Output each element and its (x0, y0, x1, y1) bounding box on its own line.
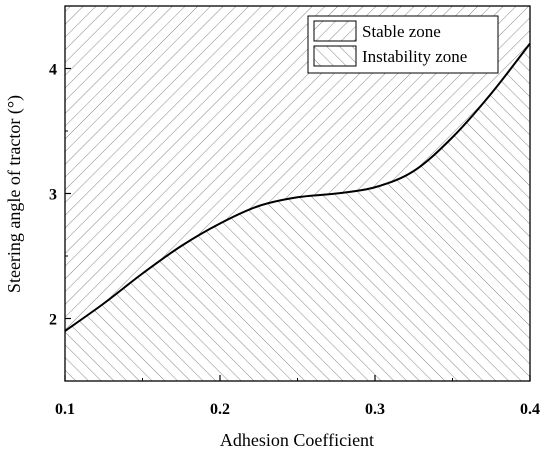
x-axis: 0.1 0.2 0.3 0.4 (55, 375, 540, 418)
stability-boundary-line (64, 42, 531, 332)
legend-label-instability-zone: Instability zone (362, 47, 467, 66)
legend: Stable zone Instability zone (307, 15, 499, 74)
stable-zone-region (65, 6, 530, 331)
x-axis-title: Adhesion Coefficient (220, 430, 374, 450)
x-tick-label: 0.3 (365, 401, 385, 418)
x-tick-label: 0.2 (210, 401, 230, 418)
instability-zone-region (65, 43, 530, 381)
y-tick-label: 2 (49, 312, 57, 329)
x-tick-label: 0.4 (520, 401, 540, 418)
y-axis: 2 3 4 (49, 62, 71, 382)
y-tick-label: 4 (49, 62, 57, 79)
legend-swatch-instability-zone (313, 45, 357, 67)
legend-label-stable-zone: Stable zone (362, 22, 441, 41)
y-axis-title: Steering angle of tractor (°) (4, 95, 25, 293)
legend-swatch-stable-zone (313, 20, 357, 42)
y-tick-label: 3 (49, 187, 57, 204)
x-tick-label: 0.1 (55, 401, 75, 418)
